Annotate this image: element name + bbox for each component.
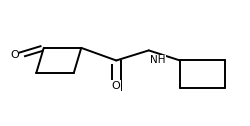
Text: NH: NH [150,55,166,65]
Text: O: O [10,50,19,60]
Text: O: O [112,81,120,91]
